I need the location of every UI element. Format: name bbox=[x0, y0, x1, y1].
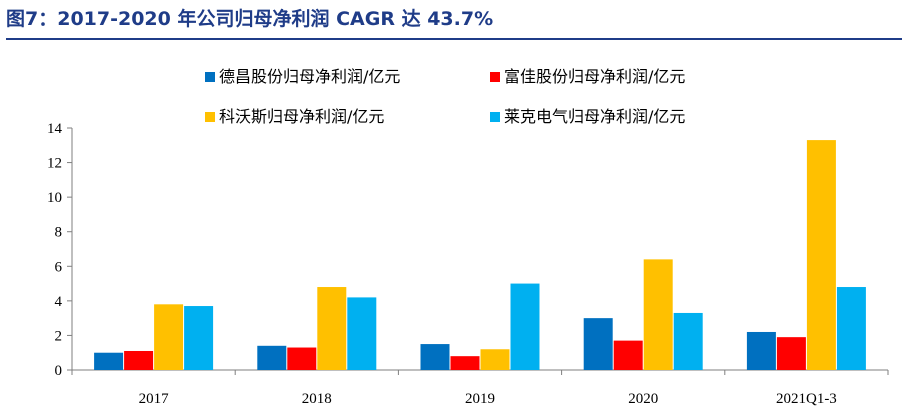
legend-label-4: 莱克电气归母净利润/亿元 bbox=[504, 107, 685, 126]
chart-title: 图7：2017-2020 年公司归母净利润 CAGR 达 43.7% bbox=[6, 8, 494, 30]
bar-2017-series-4 bbox=[184, 306, 214, 370]
bar-2018-series-1 bbox=[257, 345, 287, 370]
bar-2021Q1-3-series-2 bbox=[776, 337, 806, 370]
title-underline bbox=[6, 38, 902, 40]
x-tick-label: 2021Q1-3 bbox=[776, 391, 837, 407]
y-tick-label: 4 bbox=[55, 294, 63, 310]
bar-2020-series-3 bbox=[643, 259, 673, 370]
legend-swatch-1 bbox=[205, 72, 215, 82]
x-axis: 2017 2018 2019 2020 2021Q1-3 bbox=[71, 369, 889, 407]
x-tick-label: 2019 bbox=[465, 391, 495, 407]
x-tick-label: 2020 bbox=[628, 391, 658, 407]
y-tick-label: 10 bbox=[47, 190, 62, 206]
bar-2019-series-3 bbox=[480, 349, 510, 370]
x-tick-label: 2017 bbox=[139, 391, 170, 407]
y-tick-label: 6 bbox=[55, 259, 63, 275]
bar-2017-series-3 bbox=[154, 304, 184, 370]
bar-2020-series-1 bbox=[583, 318, 613, 370]
legend-label-3: 科沃斯归母净利润/亿元 bbox=[219, 107, 384, 126]
bar-2018-series-3 bbox=[317, 287, 347, 370]
y-tick-label: 2 bbox=[55, 328, 63, 344]
bar-2021Q1-3-series-3 bbox=[806, 140, 836, 370]
y-tick-label: 14 bbox=[47, 121, 63, 137]
legend-swatch-3 bbox=[205, 112, 215, 122]
x-tick-label: 2018 bbox=[302, 391, 332, 407]
bar-2019-series-4 bbox=[510, 283, 540, 370]
legend-label-1: 德昌股份归母净利润/亿元 bbox=[219, 67, 400, 86]
y-tick-label: 12 bbox=[47, 156, 62, 172]
bar-2021Q1-3-series-4 bbox=[836, 287, 866, 370]
bar-2020-series-2 bbox=[613, 340, 643, 370]
bar-2020-series-4 bbox=[673, 312, 703, 370]
bar-2018-series-2 bbox=[287, 347, 317, 370]
bar-2018-series-4 bbox=[347, 297, 377, 370]
y-tick-label: 0 bbox=[55, 363, 63, 379]
bar-2019-series-1 bbox=[420, 344, 450, 370]
legend-swatch-4 bbox=[490, 112, 500, 122]
y-tick-label: 8 bbox=[55, 225, 63, 241]
legend-label-2: 富佳股份归母净利润/亿元 bbox=[504, 67, 685, 86]
bars bbox=[94, 140, 866, 370]
y-axis: 0 2 4 6 8 10 12 14 bbox=[47, 121, 73, 379]
bar-2019-series-2 bbox=[450, 356, 480, 370]
bar-2017-series-2 bbox=[124, 350, 154, 370]
legend-swatch-2 bbox=[490, 72, 500, 82]
bar-2017-series-1 bbox=[94, 352, 124, 370]
bar-2021Q1-3-series-1 bbox=[746, 331, 776, 370]
